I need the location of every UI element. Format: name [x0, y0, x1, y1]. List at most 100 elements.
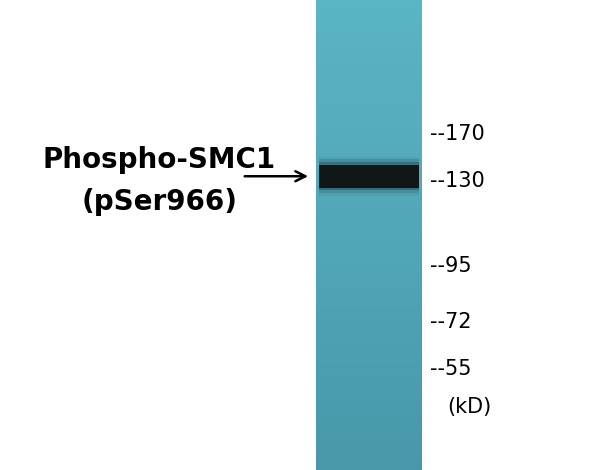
Bar	[316, 4, 422, 7]
Bar	[316, 195, 422, 197]
Bar	[316, 82, 422, 85]
Bar	[316, 303, 422, 306]
Bar	[316, 274, 422, 277]
Bar	[316, 329, 422, 331]
Bar	[316, 310, 422, 313]
Bar	[316, 249, 422, 251]
Bar	[316, 453, 422, 456]
Bar	[316, 397, 422, 400]
Bar	[316, 385, 422, 388]
Bar	[316, 390, 422, 392]
Bar	[316, 458, 422, 461]
Bar	[316, 319, 422, 322]
Bar	[316, 336, 422, 338]
Bar	[316, 326, 422, 329]
Bar	[316, 61, 422, 63]
Bar	[316, 465, 422, 468]
Bar	[316, 418, 422, 421]
Bar	[316, 176, 422, 179]
Bar	[316, 209, 422, 212]
Bar	[316, 267, 422, 270]
Bar	[316, 357, 422, 360]
Bar	[316, 230, 422, 233]
Bar	[316, 32, 422, 35]
Bar	[316, 265, 422, 268]
Bar	[316, 188, 422, 190]
Bar	[316, 361, 422, 364]
Bar	[316, 44, 422, 47]
Bar	[316, 235, 422, 237]
Bar	[316, 49, 422, 52]
Bar	[316, 21, 422, 24]
Bar	[316, 439, 422, 442]
Bar	[319, 165, 419, 188]
Bar	[316, 79, 422, 82]
Bar	[316, 185, 422, 188]
Bar	[316, 246, 422, 249]
Bar	[316, 373, 422, 376]
Bar	[316, 343, 422, 345]
Bar	[316, 216, 422, 219]
Bar	[316, 448, 422, 451]
Bar	[316, 169, 422, 172]
Bar	[316, 183, 422, 186]
Bar	[316, 131, 422, 134]
Bar	[316, 37, 422, 40]
Bar	[316, 98, 422, 101]
Bar	[316, 91, 422, 94]
Bar	[316, 166, 422, 169]
Text: --72: --72	[430, 312, 471, 332]
Bar	[316, 404, 422, 407]
Bar	[316, 119, 422, 122]
Bar	[316, 65, 422, 68]
Bar	[316, 75, 422, 78]
Bar	[316, 164, 422, 167]
Text: --55: --55	[430, 359, 471, 379]
Bar	[316, 129, 422, 132]
Bar	[316, 455, 422, 458]
Bar	[316, 300, 422, 303]
Bar	[316, 286, 422, 289]
Bar	[316, 232, 422, 235]
Bar	[316, 251, 422, 254]
Bar	[316, 467, 422, 470]
Bar	[316, 307, 422, 310]
Bar	[316, 430, 422, 432]
Bar	[316, 305, 422, 308]
Bar	[316, 223, 422, 226]
Text: --130: --130	[430, 171, 484, 191]
Bar	[316, 444, 422, 446]
Bar	[316, 63, 422, 66]
Bar	[316, 345, 422, 348]
Bar	[316, 298, 422, 301]
Bar	[316, 143, 422, 146]
Bar	[316, 253, 422, 256]
Bar	[316, 7, 422, 9]
Bar	[316, 56, 422, 59]
Bar	[316, 84, 422, 87]
Bar	[316, 124, 422, 127]
Bar	[316, 333, 422, 336]
Bar	[316, 220, 422, 223]
Bar	[316, 392, 422, 395]
Bar	[316, 411, 422, 414]
Bar	[316, 260, 422, 263]
Bar	[316, 190, 422, 193]
Bar	[316, 378, 422, 381]
Bar	[319, 159, 419, 193]
Text: --170: --170	[430, 124, 484, 144]
Bar	[316, 317, 422, 320]
Bar	[316, 162, 422, 164]
Bar	[316, 206, 422, 209]
Bar	[316, 376, 422, 378]
Bar	[316, 2, 422, 5]
Bar	[316, 68, 422, 70]
Bar	[316, 366, 422, 369]
Bar	[316, 427, 422, 430]
Bar	[316, 451, 422, 454]
Bar	[316, 437, 422, 439]
Bar	[316, 441, 422, 444]
Bar	[316, 446, 422, 449]
Bar	[316, 312, 422, 315]
Bar	[316, 291, 422, 294]
